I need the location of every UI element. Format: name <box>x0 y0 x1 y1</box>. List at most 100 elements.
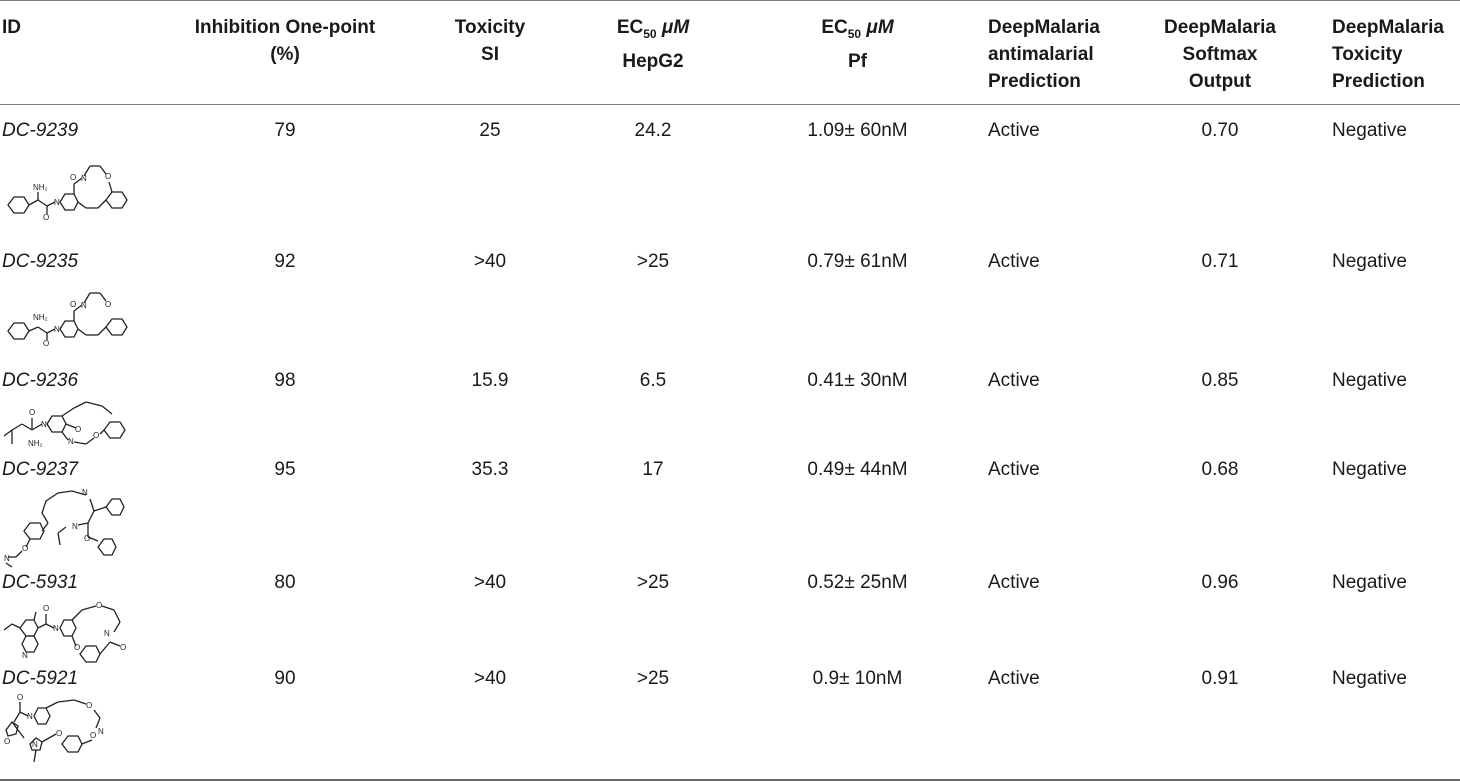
inhibition-value: 80 <box>274 572 296 593</box>
header-ec50-hepg2: EC50 μM HepG2 <box>616 17 690 72</box>
compound-id: DC-9236 <box>2 370 79 391</box>
inhibition-value: 98 <box>274 370 296 391</box>
prediction-value: Active <box>988 251 1040 272</box>
si-value: >40 <box>473 668 507 689</box>
hepg2-value: >25 <box>636 572 670 593</box>
pf-value: 1.09± 60nM <box>807 120 908 141</box>
svg-text:O: O <box>90 731 96 740</box>
svg-text:N: N <box>32 740 38 749</box>
prediction-value: Active <box>988 120 1040 141</box>
svg-text:N: N <box>68 437 74 446</box>
compound-id: DC-9235 <box>2 251 79 272</box>
pf-value: 0.52± 25nM <box>807 572 908 593</box>
header-deepmalaria-softmax: DeepMalaria Softmax Output <box>1164 17 1276 92</box>
hepg2-value: >25 <box>636 668 670 689</box>
inhibition-value: 92 <box>274 251 296 272</box>
softmax-value: 0.71 <box>1201 251 1239 272</box>
si-value: >40 <box>473 251 507 272</box>
inhibition-value: 79 <box>274 120 296 141</box>
hepg2-value: 17 <box>642 459 664 480</box>
pf-value: 0.9± 10nM <box>812 668 903 689</box>
svg-text:O: O <box>43 213 49 220</box>
softmax-value: 0.68 <box>1201 459 1239 480</box>
svg-text:N: N <box>22 651 28 660</box>
toxicity-value: Negative <box>1332 668 1407 689</box>
prediction-value: Active <box>988 668 1040 689</box>
svg-text:O: O <box>75 425 81 434</box>
macrocycle-structure-2-icon: NH₂ O N O N O <box>2 285 137 347</box>
toxicity-value: Negative <box>1332 251 1407 272</box>
pf-value: 0.41± 30nM <box>807 370 908 391</box>
svg-text:NH₂: NH₂ <box>28 439 43 448</box>
svg-text:O: O <box>43 604 49 613</box>
svg-text:O: O <box>86 701 92 710</box>
svg-text:O: O <box>43 339 49 347</box>
macrocycle-structure-5-icon: N O N O N O O <box>2 598 137 668</box>
softmax-value: 0.85 <box>1201 370 1239 391</box>
macrocycle-structure-3-icon: NH₂ O N O N O <box>2 396 137 454</box>
svg-text:O: O <box>105 172 111 181</box>
toxicity-value: Negative <box>1332 572 1407 593</box>
svg-text:N: N <box>53 624 59 633</box>
header-rule <box>0 104 1460 105</box>
svg-text:O: O <box>93 431 99 440</box>
svg-text:O: O <box>74 643 80 652</box>
si-value: 25 <box>479 120 501 141</box>
svg-text:O: O <box>56 729 62 738</box>
svg-text:O: O <box>70 173 76 182</box>
header-deepmalaria-prediction: DeepMalaria antimalarial Prediction <box>988 17 1100 92</box>
inhibition-value: 95 <box>274 459 296 480</box>
svg-text:N: N <box>4 554 10 563</box>
compound-id: DC-9237 <box>2 459 79 480</box>
svg-text:N: N <box>54 325 60 334</box>
prediction-value: Active <box>988 459 1040 480</box>
pf-value: 0.79± 61nM <box>807 251 908 272</box>
svg-text:O: O <box>22 544 28 553</box>
hepg2-value: 24.2 <box>634 120 672 141</box>
inhibition-value: 90 <box>274 668 296 689</box>
toxicity-value: Negative <box>1332 370 1407 391</box>
svg-text:N: N <box>81 174 87 183</box>
svg-text:O: O <box>96 601 102 610</box>
svg-text:N: N <box>41 420 47 429</box>
svg-text:N: N <box>72 522 78 531</box>
header-id: ID <box>2 17 21 38</box>
softmax-value: 0.70 <box>1201 120 1239 141</box>
compound-id: DC-5921 <box>2 668 79 689</box>
svg-text:N: N <box>104 629 110 638</box>
svg-text:N: N <box>54 198 60 207</box>
svg-text:NH₂: NH₂ <box>33 183 48 192</box>
svg-text:O: O <box>29 408 35 417</box>
svg-text:O: O <box>70 300 76 309</box>
svg-text:O: O <box>120 643 126 652</box>
softmax-value: 0.91 <box>1201 668 1239 689</box>
header-toxicity-si: Toxicity SI <box>454 17 526 65</box>
toxicity-value: Negative <box>1332 459 1407 480</box>
svg-text:O: O <box>4 737 10 746</box>
prediction-value: Active <box>988 370 1040 391</box>
toxicity-value: Negative <box>1332 120 1407 141</box>
svg-text:N: N <box>27 712 33 721</box>
hepg2-value: 6.5 <box>639 370 667 391</box>
si-value: >40 <box>473 572 507 593</box>
macrocycle-structure-1-icon: NH₂ O N O N O <box>2 150 137 220</box>
softmax-value: 0.96 <box>1201 572 1239 593</box>
svg-text:N: N <box>82 488 88 497</box>
svg-text:N: N <box>98 727 104 736</box>
header-inhibition: Inhibition One-point (%) <box>194 17 376 65</box>
table-bottom-rule <box>0 779 1460 781</box>
svg-text:O: O <box>84 534 90 543</box>
table-top-rule <box>0 0 1460 1</box>
svg-text:N: N <box>81 301 87 310</box>
si-value: 15.9 <box>471 370 509 391</box>
macrocycle-structure-6-icon: O N O N O N O <box>2 694 137 776</box>
svg-text:O: O <box>105 300 111 309</box>
svg-text:NH₂: NH₂ <box>33 313 48 322</box>
svg-text:O: O <box>17 694 23 702</box>
pf-value: 0.49± 44nM <box>807 459 908 480</box>
compound-id: DC-9239 <box>2 120 79 141</box>
prediction-value: Active <box>988 572 1040 593</box>
macrocycle-structure-4-icon: N N O O N <box>2 485 137 569</box>
header-ec50-pf: EC50 μM Pf <box>821 17 894 72</box>
compound-id: DC-5931 <box>2 572 79 593</box>
